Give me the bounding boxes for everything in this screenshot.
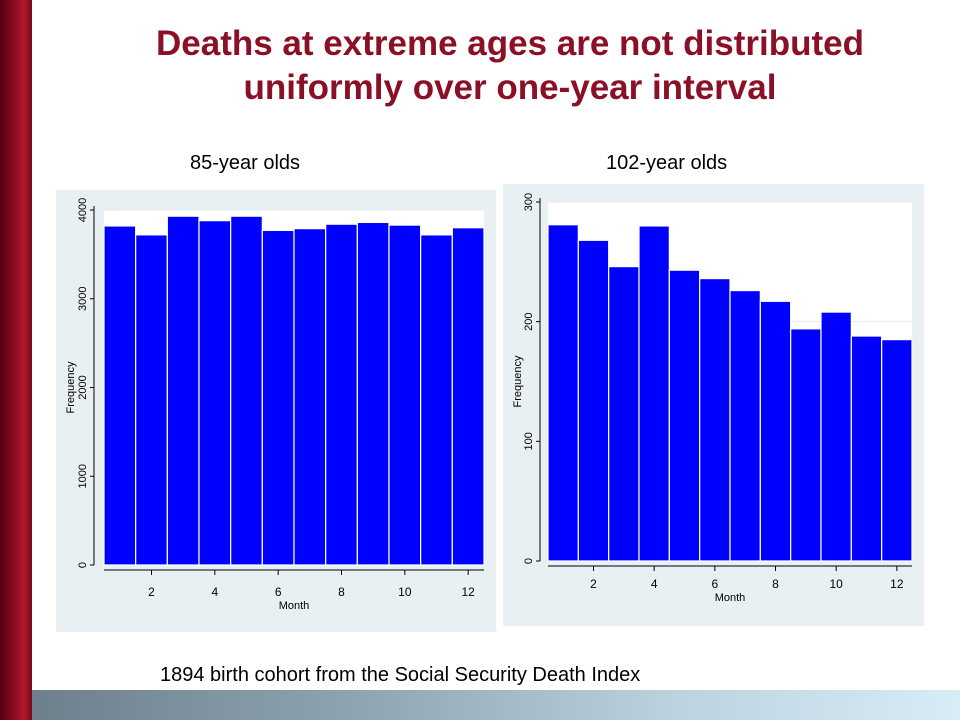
chart-panel-102: 0 100 200 300 Frequency 2 4 6 8 10 12 Month (503, 184, 924, 626)
bar-month-1 (547, 224, 579, 562)
bottom-accent-bar (32, 690, 960, 720)
x-tick-label: 4 (211, 585, 218, 599)
x-tick-label: 8 (338, 585, 345, 599)
bar-month-3 (608, 266, 640, 562)
x-tick-label: 12 (890, 577, 904, 591)
x-tick-label: 2 (590, 577, 597, 591)
y-tick-label: 0 (523, 558, 535, 564)
bar-month-11 (420, 234, 453, 566)
bar-month-3 (166, 215, 200, 566)
x-axis-title: Month (715, 592, 746, 604)
bar-month-1 (103, 225, 137, 566)
bar-month-9 (356, 221, 390, 566)
y-tick-label: 300 (523, 193, 535, 211)
y-axis-title: Frequency (512, 355, 524, 407)
bar-month-6 (261, 229, 295, 566)
footer-source-note: 1894 birth cohort from the Social Securi… (160, 664, 641, 686)
bar-month-9 (790, 328, 822, 562)
bar-month-6 (699, 277, 731, 562)
bar-month-8 (759, 300, 792, 562)
x-tick-label: 2 (148, 585, 155, 599)
panel-label-85: 85-year olds (190, 152, 301, 174)
chart-85-year-olds: 0 1000 2000 3000 4000 Frequency 2 4 6 8 10 12 Month (65, 198, 485, 612)
x-tick-label: 10 (398, 585, 412, 599)
x-tick-label: 6 (275, 585, 282, 599)
y-tick-label: 3000 (77, 287, 89, 311)
bar-month-10 (820, 311, 852, 562)
x-tick-label: 8 (772, 577, 779, 591)
x-axis-title: Month (279, 600, 310, 612)
panel-label-102: 102-year olds (606, 152, 728, 174)
chart-panel-85: 0 1000 2000 3000 4000 Frequency 2 4 6 8 10 12 Month (56, 190, 496, 632)
title-line-1: Deaths at extreme ages are not distribut… (156, 24, 864, 63)
title-line-2: uniformly over one-year interval (243, 68, 777, 107)
bar-month-5 (668, 269, 701, 562)
bar-month-2 (135, 234, 168, 566)
bar-month-10 (388, 224, 422, 566)
x-tick-label: 4 (651, 577, 658, 591)
y-axis-title: Frequency (65, 361, 77, 413)
bar-month-11 (850, 335, 883, 562)
bar-month-4 (198, 220, 232, 566)
bar-month-4 (638, 225, 670, 562)
bar-month-7 (293, 228, 327, 566)
slide-title: Deaths at extreme ages are not distribut… (60, 22, 960, 110)
y-tick-label: 200 (523, 312, 535, 330)
bar-month-12 (881, 339, 913, 562)
x-tick-label: 6 (711, 577, 718, 591)
x-tick-label: 10 (829, 577, 843, 591)
chart-102-year-olds: 0 100 200 300 Frequency 2 4 6 8 10 12 Month (512, 193, 913, 604)
bar-month-8 (325, 223, 358, 566)
x-tick-label: 12 (461, 585, 475, 599)
y-tick-label: 4000 (77, 198, 89, 222)
bar-month-5 (230, 215, 263, 566)
y-tick-label: 100 (523, 432, 535, 450)
bar-month-2 (577, 239, 610, 562)
y-tick-label: 2000 (77, 375, 89, 399)
bar-month-7 (729, 289, 761, 562)
bar-month-12 (451, 227, 485, 566)
y-tick-label: 1000 (77, 464, 89, 488)
left-accent-bar (0, 0, 32, 720)
y-tick-label: 0 (77, 562, 89, 568)
